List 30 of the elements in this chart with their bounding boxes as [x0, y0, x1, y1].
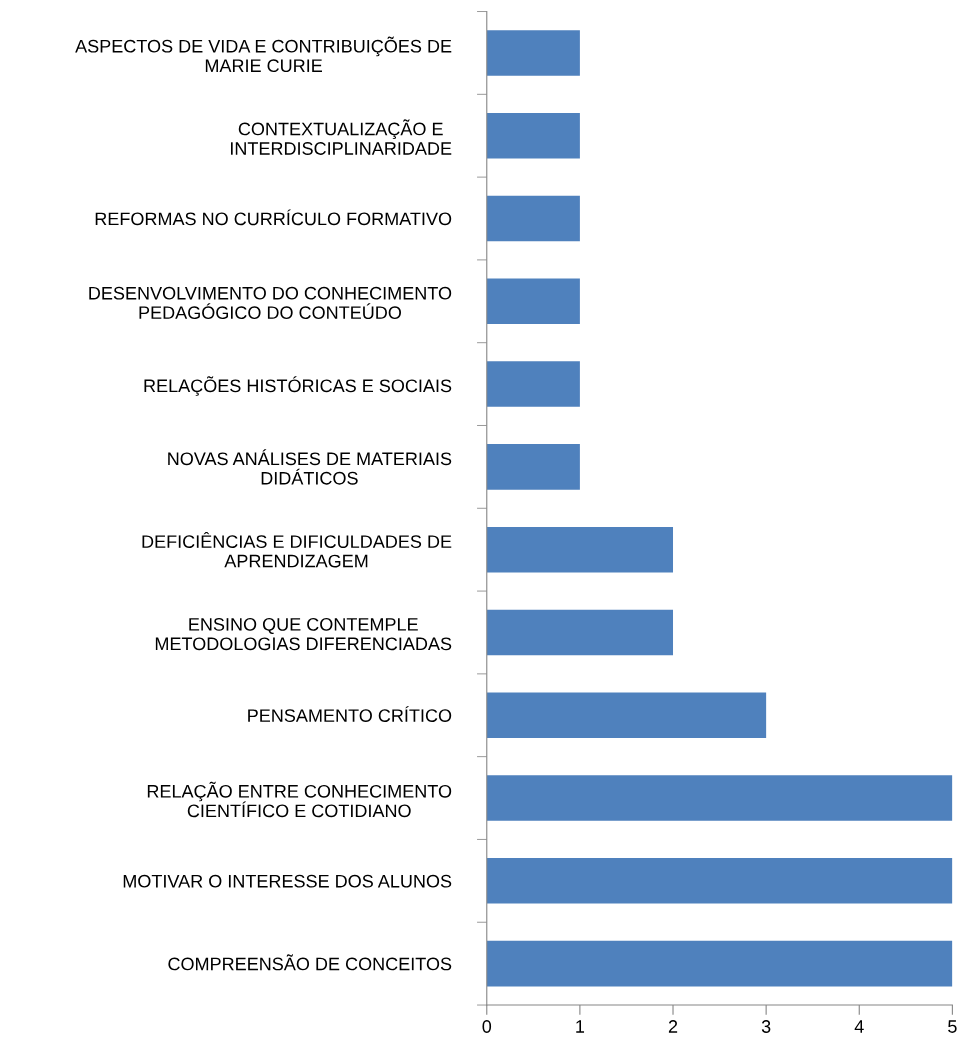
x-tick-label: 1 — [576, 1020, 585, 1033]
y-tick-label: PENSAMENTO CRÍTICO — [248, 706, 452, 722]
bar — [486, 112, 580, 159]
x-tick-label: 5 — [948, 1020, 957, 1033]
y-tick-label: ASPECTOS DE VIDA E CONTRIBUIÇÕES DE MARIE CURIE — [75, 36, 452, 73]
bar — [486, 361, 580, 407]
bar — [486, 444, 580, 490]
bar — [486, 858, 953, 904]
y-tick-label: REFORMAS NO CURRÍCULO FORMATIVO — [95, 209, 452, 226]
bar — [486, 775, 953, 821]
y-tick-label: COMPREENSÃO DE CONCEITOS — [168, 954, 452, 971]
y-tick-label: CONTEXTUALIZAÇÃO E INTERDISCIPLINARIDADE — [230, 119, 452, 155]
bar — [486, 278, 580, 325]
bar — [486, 692, 767, 739]
y-tick-label: MOTIVAR O INTERESSE DOS ALUNOS — [123, 874, 452, 888]
bar — [486, 526, 674, 573]
y-tick-label: ENSINO QUE CONTEMPLE METODOLOGIAS DIFERENCIADAS — [155, 617, 452, 651]
x-tick-label: 4 — [854, 1020, 864, 1033]
bar — [486, 940, 953, 987]
bar — [486, 195, 580, 242]
bar — [486, 609, 674, 656]
y-tick-label: DESENVOLVIMENTO DO CONHECIMENTO PEDAGÓGICO DO CONTEÚDO — [89, 286, 452, 320]
y-tick-label: RELAÇÕES HISTÓRICAS E SOCIAIS — [144, 376, 452, 396]
bar — [486, 30, 580, 76]
x-tick-label: 2 — [668, 1020, 678, 1033]
y-tick-label: RELAÇÃO ENTRE CONHECIMENTO CIENTÍFICO E COTIDIANO — [147, 781, 452, 818]
y-tick-label: DEFICIÊNCIAS E DIFICULDADES DE APRENDIZAGEM — [142, 532, 452, 568]
x-tick-label: 0 — [482, 1020, 492, 1033]
y-tick-label: NOVAS ANÁLISES DE MATERIAIS DIDÁTICOS — [168, 449, 452, 485]
x-tick-label: 3 — [761, 1020, 771, 1033]
